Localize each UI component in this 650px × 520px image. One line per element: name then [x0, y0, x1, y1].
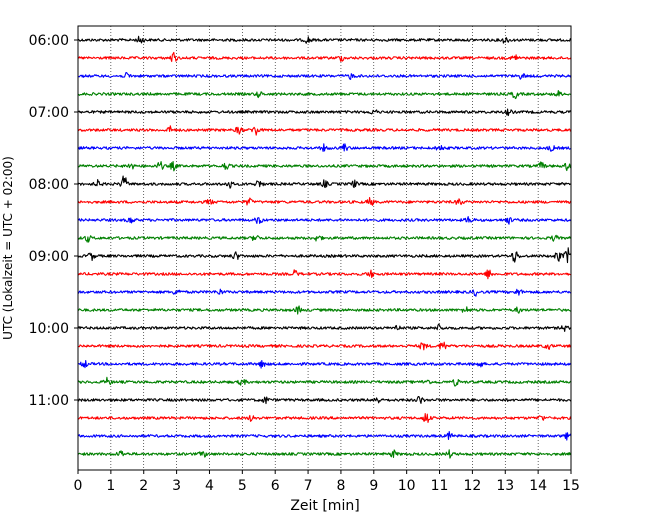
grid-lines [110, 26, 539, 470]
trace-line [77, 216, 572, 225]
trace-line [77, 288, 572, 297]
x-tick-label: 6 [271, 478, 280, 494]
trace-line [77, 175, 572, 189]
trace-line [77, 234, 572, 243]
y-tick-label: 11:00 [29, 393, 69, 409]
x-axis-label: Zeit [min] [290, 498, 359, 514]
seismic-traces [77, 35, 572, 459]
trace-line [77, 197, 572, 206]
x-tick-label: 11 [431, 478, 449, 494]
trace-line [77, 35, 571, 44]
y-tick-label: 07:00 [29, 105, 69, 121]
trace-line [77, 341, 572, 351]
trace-line [77, 431, 572, 441]
trace-line [77, 160, 572, 172]
trace-line [77, 71, 572, 80]
x-tick-label: 0 [74, 478, 83, 494]
trace-line [77, 125, 572, 136]
x-tick-label: 7 [304, 478, 313, 494]
x-tick-label: 1 [106, 478, 115, 494]
trace-line [77, 359, 572, 369]
trace-line [77, 323, 572, 332]
x-tick-label: 4 [205, 478, 214, 494]
trace-line [77, 247, 572, 264]
trace-line [77, 395, 572, 405]
trace-line [77, 51, 572, 63]
y-tick-label: 09:00 [29, 249, 69, 265]
trace-line [77, 143, 572, 152]
y-axis-ticks: 06:00 07:00 08:00 09:00 10:00 11:00 [29, 33, 78, 409]
x-tick-label: 15 [562, 478, 580, 494]
trace-line [77, 449, 572, 459]
trace-line [77, 376, 572, 387]
x-tick-label: 8 [336, 478, 345, 494]
x-tick-label: 2 [139, 478, 148, 494]
trace-line [77, 90, 572, 100]
x-tick-label: 3 [172, 478, 181, 494]
y-tick-label: 08:00 [29, 177, 69, 193]
trace-line [77, 108, 572, 117]
x-tick-label: 10 [398, 478, 416, 494]
trace-line [77, 412, 572, 424]
x-tick-label: 14 [529, 478, 547, 494]
x-axis-ticks: 0 1 2 3 4 5 6 7 8 9 10 11 12 13 14 15 [74, 470, 580, 494]
x-tick-label: 12 [463, 478, 481, 494]
y-tick-label: 10:00 [29, 321, 69, 337]
x-tick-label: 9 [369, 478, 378, 494]
x-tick-label: 13 [496, 478, 514, 494]
plot-frame [77, 25, 572, 471]
y-tick-label: 06:00 [29, 33, 69, 49]
x-tick-label: 5 [238, 478, 247, 494]
trace-line [77, 269, 572, 280]
trace-line [78, 305, 571, 315]
y-axis-label: UTC (Lokalzeit = UTC + 02:00) [1, 156, 15, 340]
